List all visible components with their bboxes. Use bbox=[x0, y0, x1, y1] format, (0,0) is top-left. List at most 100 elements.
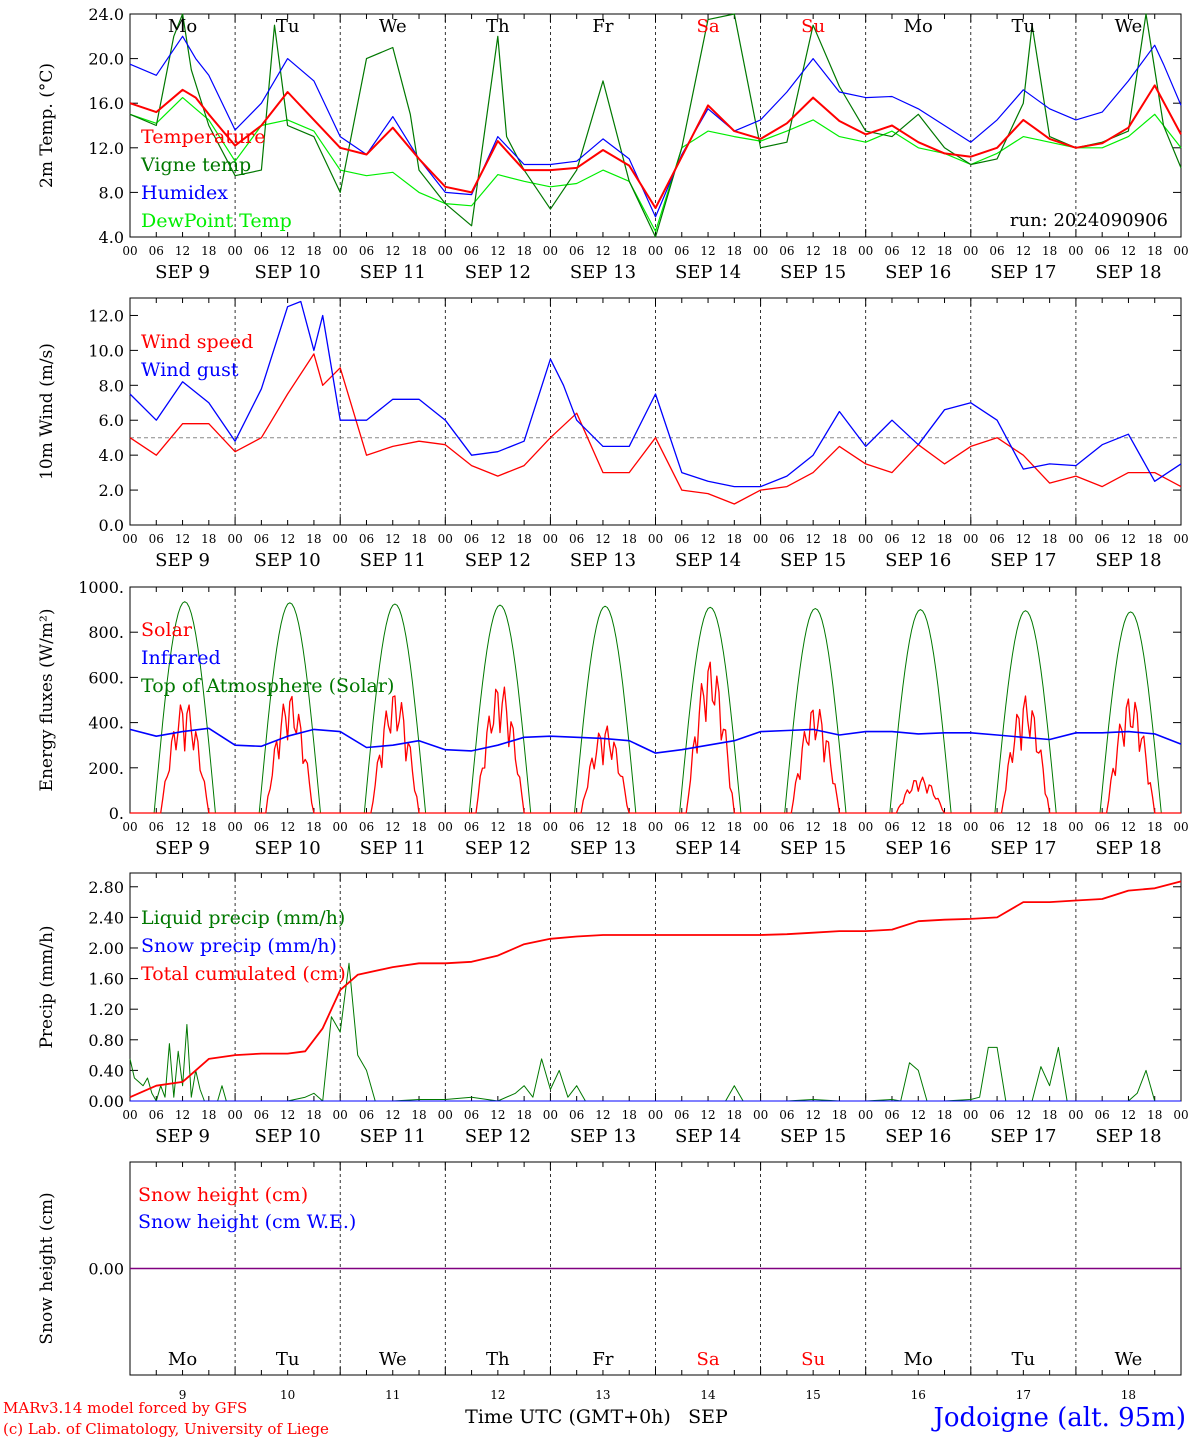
y-tick-label: 8.0 bbox=[99, 183, 124, 202]
y-tick-label: 0. bbox=[109, 804, 124, 823]
hour-label: 12 bbox=[595, 820, 610, 834]
weekday-label: Su bbox=[801, 1349, 825, 1370]
hour-label: 06 bbox=[884, 1108, 899, 1122]
panel-wind: 0.0 2.0 4.0 6.0 8.0 10.0 12.0 10m Wind (m/s) 00 0… bbox=[37, 297, 1189, 571]
x-axis-label: Time UTC (GMT+0h) bbox=[465, 1406, 671, 1428]
panel-precip: 0.00 0.40 0.80 1.20 1.60 2.00 2.40 2.80 Precip (… bbox=[37, 872, 1189, 1147]
hour-label: 00 bbox=[753, 820, 768, 834]
hour-label: 12 bbox=[1016, 1108, 1031, 1122]
date-label: SEP 11 bbox=[360, 838, 426, 859]
date-label: SEP 12 bbox=[465, 838, 531, 859]
hour-label: 12 bbox=[806, 244, 821, 258]
hour-label: 00 bbox=[1068, 244, 1083, 258]
series-line-humidex bbox=[129, 35, 1182, 218]
hour-label: 12 bbox=[806, 1108, 821, 1122]
hour-label: 12 bbox=[385, 1108, 400, 1122]
hour-label: 18 bbox=[727, 820, 742, 834]
weekday-label: Mo bbox=[904, 1349, 933, 1370]
date-label: SEP 16 bbox=[885, 550, 951, 571]
hour-label: 00 bbox=[1068, 1108, 1083, 1122]
hour-label: 06 bbox=[359, 532, 374, 546]
hour-label: 18 bbox=[832, 244, 847, 258]
hour-label: 18 bbox=[622, 244, 637, 258]
date-label: SEP 9 bbox=[155, 550, 210, 571]
hour-label: 12 bbox=[806, 532, 821, 546]
legend-entry: Total cumulated (cm) bbox=[141, 963, 346, 985]
legend-entry: Solar bbox=[141, 619, 193, 641]
hour-label: 00 bbox=[438, 1108, 453, 1122]
hour-label: 06 bbox=[1095, 1108, 1110, 1122]
y-tick-label: 10.0 bbox=[88, 341, 124, 360]
hour-label: 06 bbox=[254, 1108, 269, 1122]
hour-label: 18 bbox=[1042, 1108, 1057, 1122]
hour-label: 12 bbox=[385, 244, 400, 258]
hour-label: 06 bbox=[464, 244, 479, 258]
y-tick-label: 600. bbox=[88, 668, 124, 687]
hour-label: 00 bbox=[438, 244, 453, 258]
weekday-label: We bbox=[379, 1349, 407, 1370]
y-axis-label: 2m Temp. (°C) bbox=[37, 63, 57, 188]
series-line-vigne-temp bbox=[129, 13, 1182, 238]
day-number-label: 15 bbox=[806, 1388, 821, 1402]
hour-label: 00 bbox=[122, 244, 137, 258]
hour-label: 00 bbox=[227, 1108, 242, 1122]
day-number-label: 10 bbox=[280, 1388, 295, 1402]
hour-label: 18 bbox=[832, 532, 847, 546]
hour-label: 12 bbox=[280, 244, 295, 258]
y-tick-label: 200. bbox=[88, 759, 124, 778]
hour-label: 06 bbox=[254, 820, 269, 834]
hour-label: 06 bbox=[359, 244, 374, 258]
hour-label: 12 bbox=[595, 1108, 610, 1122]
day-number-label: 12 bbox=[490, 1388, 505, 1402]
legend-entry: Wind gust bbox=[141, 359, 239, 381]
hour-label: 00 bbox=[543, 244, 558, 258]
hour-label: 18 bbox=[727, 532, 742, 546]
hour-label: 18 bbox=[411, 1108, 426, 1122]
hour-label: 12 bbox=[280, 820, 295, 834]
hour-label: 00 bbox=[858, 820, 873, 834]
series-line-wind-gust bbox=[129, 300, 1182, 488]
legend-entry: DewPoint Temp bbox=[141, 210, 292, 232]
run-label: run: 2024090906 bbox=[1010, 210, 1168, 231]
y-tick-label: 0.00 bbox=[88, 1260, 124, 1279]
hour-label: 06 bbox=[989, 1108, 1004, 1122]
hour-label: 12 bbox=[700, 244, 715, 258]
hour-label: 00 bbox=[858, 244, 873, 258]
hour-label: 06 bbox=[149, 1108, 164, 1122]
date-label: SEP 13 bbox=[570, 262, 636, 283]
day-number-label: 13 bbox=[595, 1388, 610, 1402]
date-label: SEP 11 bbox=[360, 1126, 426, 1147]
hour-label: 00 bbox=[648, 244, 663, 258]
hour-label: 12 bbox=[595, 532, 610, 546]
day-number-label: 11 bbox=[385, 1388, 400, 1402]
y-axis-label: Snow height (cm) bbox=[37, 1192, 57, 1344]
weekday-label: We bbox=[1115, 1349, 1143, 1370]
hour-label: 18 bbox=[306, 244, 321, 258]
date-label: SEP 17 bbox=[990, 838, 1056, 859]
hour-label: 18 bbox=[306, 820, 321, 834]
hour-label: 06 bbox=[779, 244, 794, 258]
hour-label: 12 bbox=[1016, 820, 1031, 834]
hour-label: 00 bbox=[333, 820, 348, 834]
weekday-label: Sa bbox=[697, 1349, 720, 1370]
model-credit: MARv3.14 model forced by GFS bbox=[3, 1399, 247, 1417]
hour-label: 00 bbox=[1173, 244, 1188, 258]
hour-label: 00 bbox=[1068, 532, 1083, 546]
hour-label: 18 bbox=[411, 532, 426, 546]
series-line-wind-speed bbox=[129, 353, 1182, 505]
weekday-label: Sa bbox=[697, 16, 720, 37]
hour-label: 06 bbox=[884, 244, 899, 258]
hour-label: 00 bbox=[438, 532, 453, 546]
hour-label: 06 bbox=[884, 820, 899, 834]
hour-label: 12 bbox=[385, 820, 400, 834]
date-label: SEP 18 bbox=[1095, 262, 1161, 283]
hour-label: 12 bbox=[911, 244, 926, 258]
date-label: SEP 14 bbox=[675, 550, 741, 571]
hour-label: 12 bbox=[595, 244, 610, 258]
y-tick-label: 4.0 bbox=[99, 446, 124, 465]
y-tick-label: 0.40 bbox=[88, 1061, 124, 1080]
legend-entry: Snow height (cm W.E.) bbox=[138, 1211, 356, 1233]
y-tick-label: 0.0 bbox=[99, 516, 124, 535]
date-label: SEP 18 bbox=[1095, 550, 1161, 571]
legend-entry: Temperature bbox=[141, 126, 265, 148]
